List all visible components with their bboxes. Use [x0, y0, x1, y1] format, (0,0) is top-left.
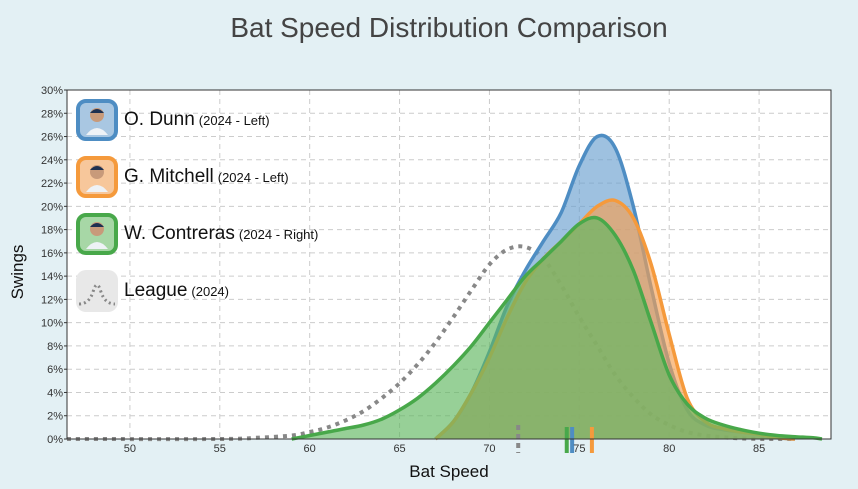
- player-avatar-icon: [76, 99, 118, 141]
- legend-season: (2024 - Left): [217, 169, 289, 185]
- x-tick-label: 75: [573, 443, 585, 455]
- y-tick-label: 14%: [41, 271, 63, 283]
- y-tick-label: 22%: [41, 178, 63, 190]
- x-tick-label: 80: [663, 443, 675, 455]
- legend-name: O. Dunn: [124, 109, 195, 130]
- y-tick-label: 30%: [41, 85, 63, 97]
- x-tick-label: 70: [483, 443, 495, 455]
- plot-frame: [66, 89, 832, 440]
- y-tick-label: 6%: [47, 364, 63, 376]
- player-avatar-icon: [76, 156, 118, 198]
- chart-title: Bat Speed Distribution Comparison: [230, 12, 668, 43]
- legend-season: (2024): [191, 283, 229, 299]
- x-tick-label: 50: [124, 443, 136, 455]
- x-tick-label: 55: [214, 443, 226, 455]
- legend-name: G. Mitchell: [124, 166, 214, 187]
- series-area-w-contreras: [291, 217, 822, 439]
- legend-name: W. Contreras: [124, 223, 235, 244]
- y-tick-label: 16%: [41, 248, 63, 260]
- legend-item-contreras[interactable]: W. Contreras (2024 - Right): [76, 213, 318, 255]
- legend-season: (2024 - Left): [198, 112, 270, 128]
- y-tick-label: 28%: [41, 108, 63, 120]
- legend-item-mitchell[interactable]: G. Mitchell (2024 - Left): [76, 156, 289, 198]
- y-tick-label: 26%: [41, 132, 63, 144]
- player-avatar-icon: [76, 213, 118, 255]
- distribution-curve-icon: [76, 270, 118, 312]
- y-tick-label: 2%: [47, 411, 63, 423]
- y-tick-label: 4%: [47, 387, 63, 399]
- series-line-league: [66, 244, 795, 442]
- y-tick-label: 8%: [47, 341, 63, 353]
- legend-name: League: [124, 280, 188, 301]
- x-tick-label: 65: [393, 443, 405, 455]
- legend-item-league[interactable]: League (2024): [76, 270, 229, 312]
- legend-season: (2024 - Right): [238, 226, 319, 242]
- y-tick-label: 10%: [41, 318, 63, 330]
- x-tick-label: 85: [753, 443, 765, 455]
- legend-item-dunn[interactable]: O. Dunn (2024 - Left): [76, 99, 270, 141]
- y-tick-label: 20%: [41, 201, 63, 213]
- y-tick-label: 18%: [41, 225, 63, 237]
- y-tick-label: 0%: [47, 434, 63, 446]
- x-tick-label: 60: [304, 443, 316, 455]
- y-tick-label: 12%: [41, 294, 63, 306]
- series-line-w-contreras: [291, 215, 823, 441]
- y-tick-label: 24%: [41, 155, 63, 167]
- x-axis-label: Bat Speed: [409, 462, 489, 481]
